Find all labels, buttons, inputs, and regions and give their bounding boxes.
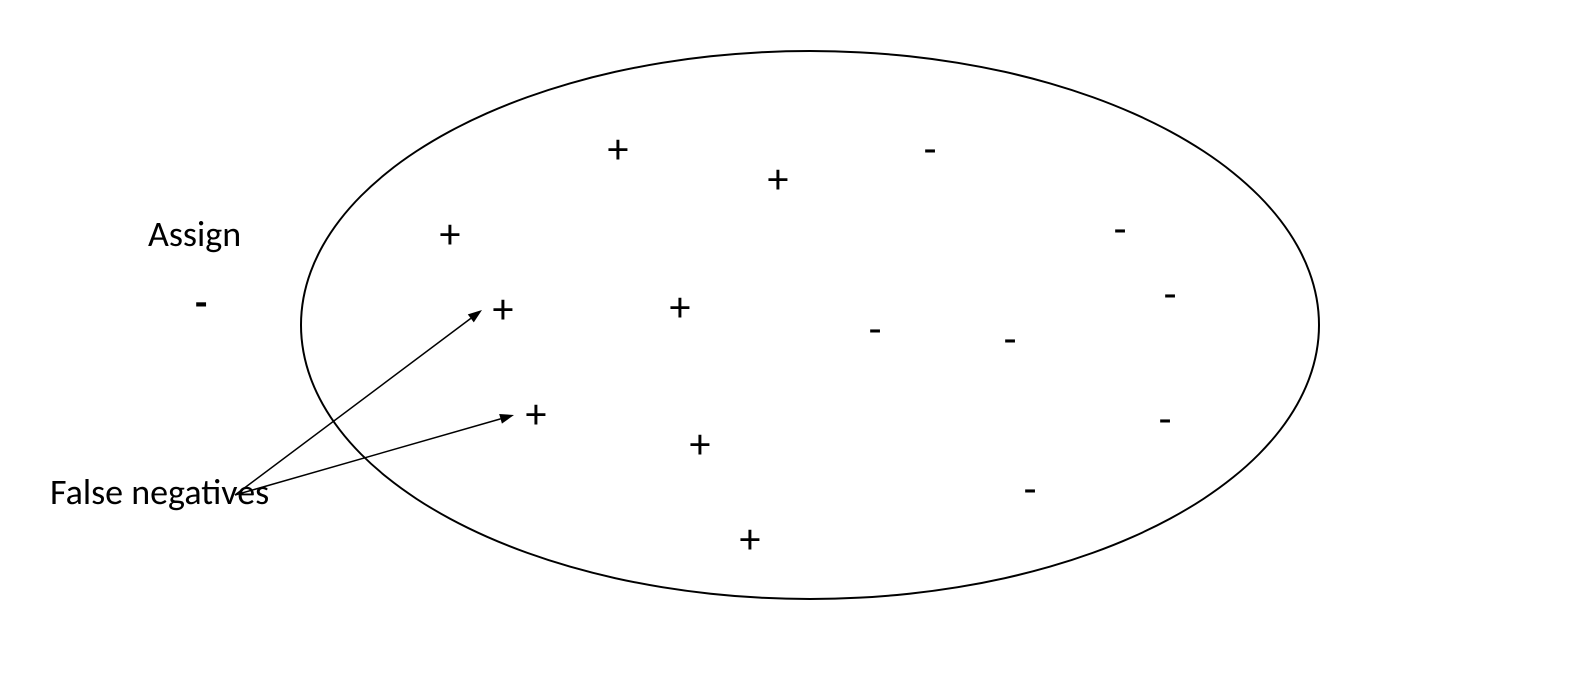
assign-label: Assign xyxy=(148,212,241,256)
classifier-boundary-ellipse xyxy=(300,50,1320,600)
plus-point-icon: + xyxy=(608,129,629,171)
plus-point-icon: + xyxy=(493,289,514,331)
diagram-canvas: Assign - False negatives ++++++++------- xyxy=(0,0,1592,684)
minus-point-icon: - xyxy=(1114,209,1127,251)
false-negatives-label: False negatives xyxy=(50,470,269,514)
assign-minus-icon: - xyxy=(195,278,207,327)
plus-point-icon: + xyxy=(670,287,691,329)
plus-point-icon: + xyxy=(526,394,547,436)
minus-point-icon: - xyxy=(1024,469,1037,511)
minus-point-icon: - xyxy=(1159,399,1172,441)
minus-point-icon: - xyxy=(1004,319,1017,361)
minus-point-icon: - xyxy=(924,129,937,171)
minus-point-icon: - xyxy=(869,309,882,351)
plus-point-icon: + xyxy=(690,424,711,466)
minus-point-icon: - xyxy=(1164,274,1177,316)
plus-point-icon: + xyxy=(440,214,461,256)
plus-point-icon: + xyxy=(768,159,789,201)
plus-point-icon: + xyxy=(740,519,761,561)
